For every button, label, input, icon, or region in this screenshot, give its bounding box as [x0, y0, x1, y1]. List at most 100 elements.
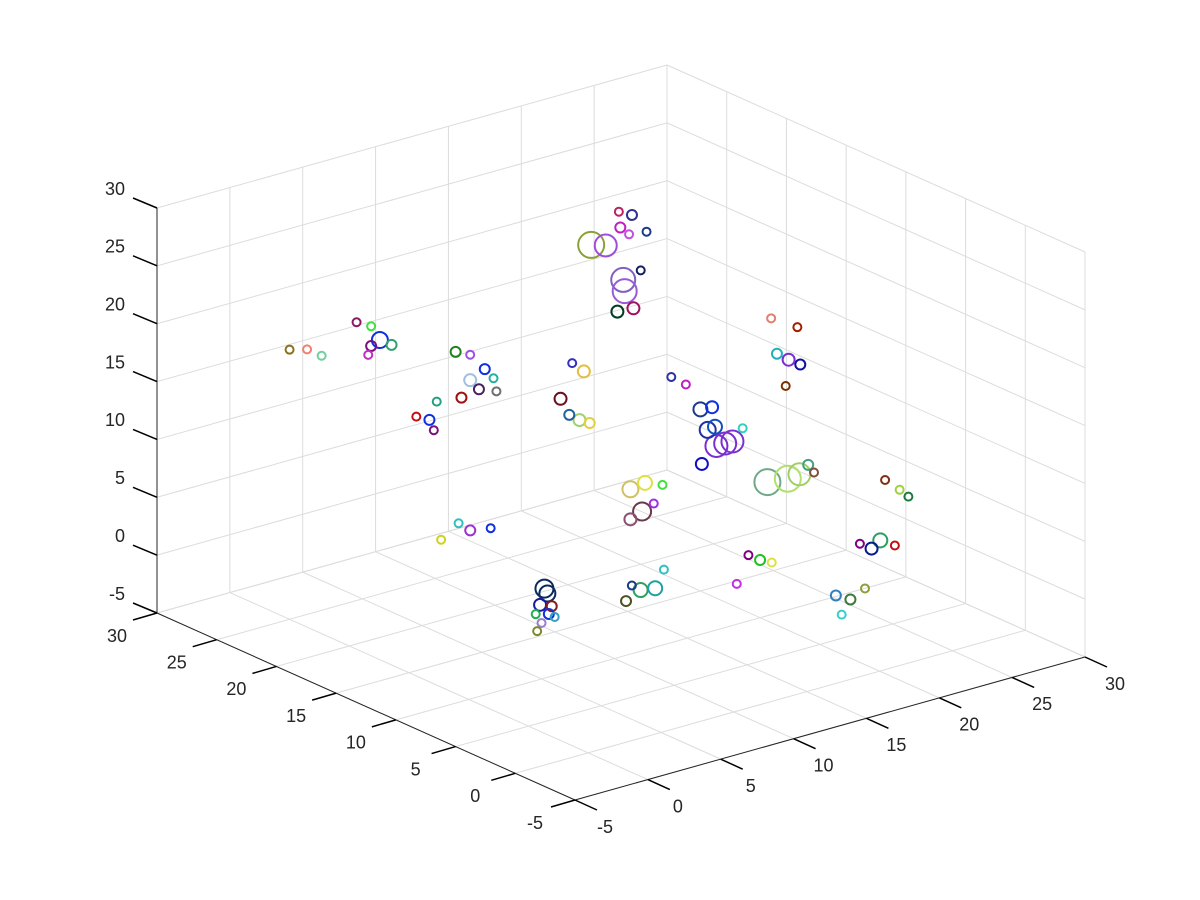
point — [625, 208, 638, 221]
point — [436, 534, 447, 545]
point — [549, 611, 560, 622]
point — [363, 349, 374, 360]
points — [284, 206, 914, 637]
grid-line — [666, 122, 1086, 311]
y-tick — [132, 612, 158, 621]
point — [626, 301, 641, 316]
grid-line — [229, 592, 649, 781]
point — [903, 491, 914, 502]
point — [647, 580, 664, 597]
y-tick-label: 10 — [346, 733, 366, 753]
point — [889, 540, 900, 551]
axes: -5 0 5 10 15 20 25 30 -5 0 5 10 15 20 25 30 -5 0 5 10 15 20 25… — [105, 179, 1125, 837]
y-tick — [491, 772, 516, 782]
grid-line — [666, 180, 1086, 369]
z-tick — [132, 602, 158, 614]
point — [366, 321, 377, 332]
z-tick-label: -5 — [109, 584, 125, 604]
y-axis-line — [156, 612, 576, 801]
grid-line — [666, 238, 1086, 427]
grid-line — [302, 571, 721, 760]
point — [545, 600, 558, 613]
point — [864, 541, 879, 556]
z-tick — [132, 370, 158, 383]
point — [613, 206, 624, 217]
point — [720, 429, 745, 454]
point — [624, 229, 635, 240]
grid-line — [276, 522, 787, 667]
point — [576, 364, 591, 379]
point — [754, 554, 767, 567]
point — [351, 317, 362, 328]
point — [780, 380, 791, 391]
point — [491, 386, 502, 397]
point — [648, 498, 659, 509]
grid-line — [666, 469, 1086, 658]
z-tick-label: 5 — [115, 468, 125, 488]
point — [577, 230, 606, 259]
point — [737, 423, 748, 434]
point — [620, 595, 633, 608]
z-tick-label: 25 — [105, 237, 125, 257]
grid-line — [666, 295, 1086, 484]
point — [610, 304, 625, 319]
point — [563, 408, 576, 421]
x-tick-label: 15 — [886, 735, 906, 755]
z-tick — [132, 486, 158, 498]
y-tick-label: 5 — [411, 759, 421, 779]
point — [284, 344, 295, 355]
point — [802, 458, 815, 471]
y-tick-label: 25 — [167, 652, 187, 672]
point — [836, 609, 847, 620]
point — [465, 349, 476, 360]
y-tick — [192, 638, 217, 648]
y-tick — [252, 665, 277, 675]
point — [705, 400, 720, 415]
point — [794, 358, 807, 371]
x-tick-label: 5 — [746, 776, 756, 796]
point — [641, 226, 652, 237]
z-tick — [132, 544, 158, 556]
point — [766, 313, 777, 324]
point — [666, 372, 677, 382]
z-tick — [132, 428, 158, 441]
point — [411, 411, 422, 422]
x-tick — [1084, 656, 1108, 668]
point — [680, 379, 691, 390]
point — [792, 322, 803, 333]
z-tick-label: 20 — [105, 294, 125, 314]
point — [567, 358, 578, 369]
x-tick — [574, 799, 598, 811]
point — [770, 347, 783, 360]
point — [706, 418, 723, 435]
y-tick-label: 15 — [286, 706, 306, 726]
x-tick — [720, 758, 744, 770]
grid-line — [156, 180, 668, 325]
point — [753, 468, 782, 497]
point — [894, 484, 905, 495]
point — [423, 413, 436, 426]
grid-line — [395, 576, 906, 721]
point — [583, 417, 596, 430]
z-tick — [132, 313, 158, 325]
point — [431, 396, 442, 407]
grid-line — [455, 603, 966, 748]
point — [478, 363, 491, 376]
point — [449, 345, 462, 358]
point — [538, 584, 557, 603]
z-tick — [132, 255, 158, 267]
y-tick — [550, 799, 576, 808]
point — [488, 373, 499, 384]
x-tick — [647, 778, 671, 791]
point — [743, 550, 754, 561]
z-tick-label: 10 — [105, 410, 125, 430]
point — [453, 518, 464, 529]
point — [694, 456, 709, 471]
x-tick-label: 30 — [1105, 674, 1125, 694]
x-tick-label: -5 — [597, 817, 613, 837]
point — [611, 278, 638, 305]
grid-line — [156, 238, 668, 383]
point — [532, 626, 543, 637]
grid-line — [521, 510, 940, 699]
